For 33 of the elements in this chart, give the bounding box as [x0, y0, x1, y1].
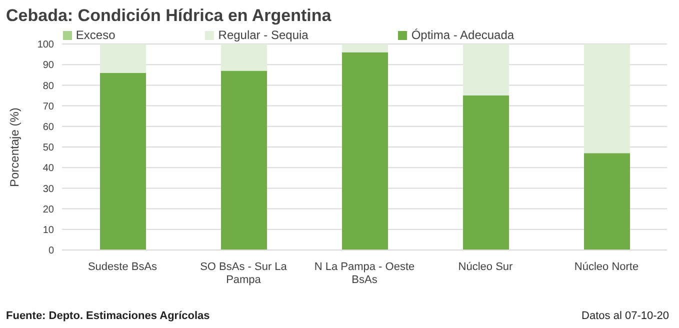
x-tick-label: Núcleo Norte — [574, 261, 639, 273]
bar — [221, 70, 267, 250]
legend-label: Óptima - Adecuada — [411, 28, 514, 42]
y-tick-label: 0 — [48, 246, 54, 257]
legend-label: Exceso — [76, 28, 116, 42]
source-note: Fuente: Depto. Estimaciones Agrícolas — [6, 310, 210, 322]
x-tick-label: N La Pampa - Oeste BsAs — [314, 261, 415, 286]
bar — [100, 72, 146, 250]
y-tick-label: 40 — [42, 163, 54, 174]
y-tick-label: 70 — [42, 101, 54, 112]
chart-title: Cebada: Condición Hídrica en Argentina — [6, 6, 332, 26]
y-tick-label: 80 — [42, 80, 54, 92]
y-tick-label: 60 — [42, 122, 54, 133]
bar — [342, 52, 388, 250]
bar — [584, 153, 630, 250]
bar — [221, 44, 267, 71]
bar — [463, 44, 509, 96]
x-tick-label: Núcleo Sur — [458, 261, 514, 273]
y-tick-label: 20 — [42, 204, 54, 216]
y-tick-label: 90 — [42, 60, 54, 72]
legend-label: Regular - Sequia — [218, 28, 308, 42]
y-tick-label: 30 — [42, 184, 54, 195]
bar — [584, 44, 630, 154]
x-tick-label: SO BsAs - Sur La Pampa — [200, 261, 288, 286]
text: Datos al 07-10-20 — [582, 310, 669, 322]
bar — [100, 44, 146, 73]
y-tick-label: 100 — [37, 40, 54, 51]
bar — [463, 96, 509, 250]
bar — [342, 44, 388, 52]
y-tick-label: 10 — [42, 224, 54, 236]
y-axis-title: Porcentaje (%) — [7, 108, 22, 187]
y-tick-label: 50 — [42, 142, 54, 154]
x-tick-label: Sudeste BsAs — [88, 261, 158, 273]
